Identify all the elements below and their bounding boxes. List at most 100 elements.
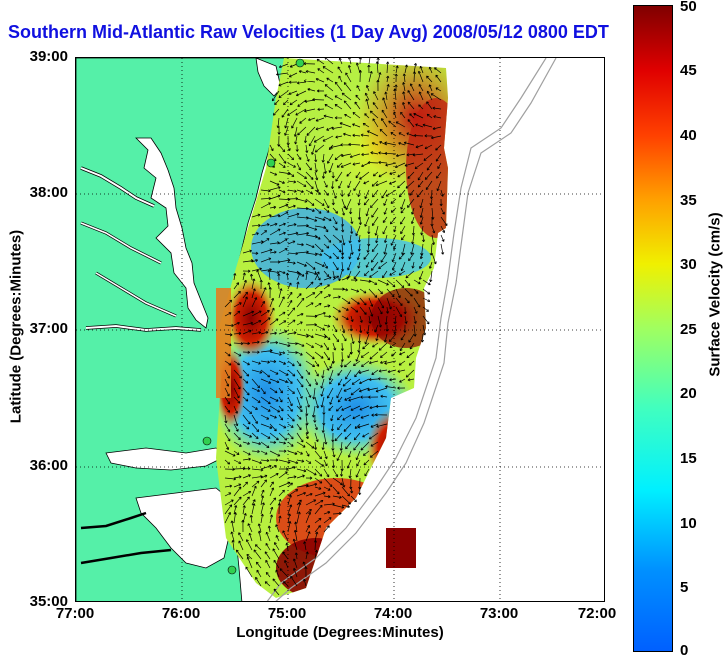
velocity-arrow xyxy=(313,135,325,143)
colorbar-tick: 50 xyxy=(680,0,697,15)
velocity-arrow xyxy=(315,117,325,122)
velocity-arrow xyxy=(404,288,413,297)
velocity-arrow xyxy=(429,198,433,206)
velocity-arrow xyxy=(249,273,254,281)
velocity-arrow xyxy=(383,234,388,243)
velocity-arrow xyxy=(269,222,278,227)
velocity-arrow xyxy=(269,351,282,356)
velocity-arrow xyxy=(260,479,267,488)
potomac-river-fill xyxy=(80,167,155,207)
velocity-arrow xyxy=(242,279,247,290)
velocity-arrow xyxy=(260,213,272,218)
velocity-arrow xyxy=(242,310,255,317)
velocity-arrow xyxy=(323,517,332,524)
velocity-arrow xyxy=(430,135,442,140)
velocity-arrow xyxy=(407,101,415,110)
velocity-arrow xyxy=(269,144,274,152)
velocity-arrow xyxy=(260,489,265,497)
velocity-arrow xyxy=(377,315,382,328)
velocity-arrow xyxy=(357,261,361,269)
velocity-arrow xyxy=(305,551,309,560)
velocity-arrow xyxy=(411,234,415,245)
velocity-arrow xyxy=(278,441,287,445)
velocity-arrow xyxy=(354,101,361,110)
velocity-arrow xyxy=(269,514,274,524)
velocity-arrow xyxy=(345,72,352,83)
velocity-arrow xyxy=(435,87,442,92)
velocity-arrow xyxy=(404,162,415,167)
velocity-arrow xyxy=(408,360,415,366)
velocity-arrow xyxy=(305,423,309,435)
velocity-arrow xyxy=(350,306,359,313)
velocity-arrow xyxy=(371,216,379,227)
velocity-arrow xyxy=(411,261,415,269)
velocity-arrow xyxy=(315,126,325,131)
velocity-arrow xyxy=(287,465,296,470)
velocity-arrow xyxy=(365,207,370,217)
velocity-arrow xyxy=(371,369,379,376)
velocity-arrow xyxy=(400,216,406,225)
velocity-arrow xyxy=(287,405,293,412)
velocity-arrow xyxy=(326,77,334,83)
velocity-arrow xyxy=(422,123,433,128)
velocity-arrow xyxy=(422,279,431,286)
velocity-arrow xyxy=(327,153,334,164)
velocity-arrow xyxy=(287,489,299,497)
velocity-arrow xyxy=(328,369,334,381)
velocity-arrow xyxy=(260,238,270,245)
velocity-arrow xyxy=(287,459,299,465)
velocity-arrow xyxy=(363,180,370,185)
velocity-arrow xyxy=(342,378,352,387)
velocity-arrow xyxy=(296,272,301,281)
velocity-arrow xyxy=(362,122,370,128)
velocity-arrow xyxy=(296,432,304,443)
velocity-arrow xyxy=(296,297,305,308)
velocity-arrow xyxy=(305,531,311,542)
velocity-arrow xyxy=(323,459,328,467)
velocity-arrow xyxy=(278,81,289,87)
velocity-arrow xyxy=(376,79,380,92)
velocity-arrow xyxy=(367,225,371,235)
velocity-arrow xyxy=(351,378,361,385)
velocity-arrow xyxy=(260,369,271,378)
lat-tick: 36:00 xyxy=(29,457,68,474)
velocity-arrow xyxy=(323,294,331,299)
velocity-arrow xyxy=(413,324,417,337)
velocity-arrow xyxy=(382,270,388,279)
velocity-arrow xyxy=(332,189,337,199)
velocity-arrow xyxy=(260,310,270,317)
velocity-arrow xyxy=(389,216,397,225)
velocity-arrow xyxy=(321,171,326,179)
velocity-arrow xyxy=(269,387,278,394)
velocity-arrow xyxy=(314,423,318,431)
velocity-arrow xyxy=(347,351,352,359)
velocity-arrow xyxy=(384,315,388,325)
velocity-arrow xyxy=(296,360,302,367)
velocity-arrow xyxy=(343,82,352,92)
velocity-arrow xyxy=(409,113,415,119)
velocity-arrow xyxy=(224,378,230,387)
velocity-arrow xyxy=(377,306,383,315)
velocity-arrow xyxy=(320,387,325,397)
velocity-arrow xyxy=(371,243,379,253)
velocity-arrow xyxy=(233,360,241,366)
velocity-arrow xyxy=(332,315,339,321)
velocity-arrow xyxy=(242,405,253,415)
velocity-arrow xyxy=(251,441,262,446)
velocity-arrow xyxy=(395,153,406,158)
velocity-arrow xyxy=(269,472,279,479)
velocity-arrow xyxy=(268,287,272,299)
velocity-arrow xyxy=(430,217,434,227)
velocity-arrow xyxy=(340,153,352,158)
velocity-arrow xyxy=(337,423,343,431)
velocity-arrow xyxy=(355,450,361,461)
velocity-arrow xyxy=(350,288,360,293)
velocity-arrow xyxy=(242,296,248,308)
velocity-arrow xyxy=(346,171,352,177)
velocity-arrow xyxy=(341,216,345,227)
velocity-arrow xyxy=(251,320,262,326)
velocity-arrow xyxy=(242,350,251,354)
velocity-arrow xyxy=(329,360,334,369)
velocity-arrow xyxy=(345,369,352,380)
velocity-arrow xyxy=(406,132,415,137)
